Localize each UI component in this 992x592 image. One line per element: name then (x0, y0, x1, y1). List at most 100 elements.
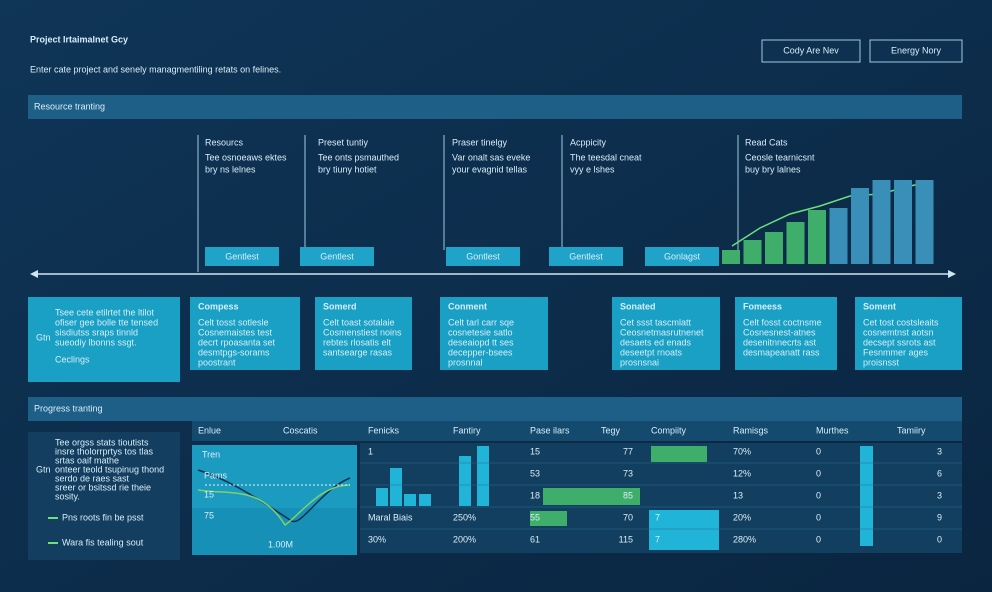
column-title: Preset tuntiy (318, 137, 369, 147)
panel-text: onteer teold tsupinug thond (55, 464, 164, 474)
progress-panel (28, 432, 180, 560)
timeline-button[interactable] (549, 247, 623, 266)
timeline-button[interactable] (645, 247, 719, 266)
card-text: Ceosnetmasrutnenet (620, 327, 704, 337)
column-header: Pase ilars (530, 425, 570, 435)
timeline-button-label: Gentlest (320, 251, 354, 261)
card-text: poostrant (198, 357, 236, 367)
timeline-button-label: Gonlagst (664, 251, 701, 261)
card-text: deseetpt rnoats (620, 347, 683, 357)
page-subtitle: Enter cate project and senely managmenti… (30, 64, 281, 74)
card (315, 297, 412, 370)
card-text: decrt rpoasanta set (198, 337, 276, 347)
table-cell: 70% (733, 446, 751, 456)
section-title: Progress tranting (34, 403, 103, 413)
intro-text: Tsee cete etilrtet the ltilot (55, 307, 155, 317)
card-title: Sonated (620, 301, 656, 311)
column-header: Tamiiry (897, 425, 926, 435)
table-cell: 3 (937, 446, 942, 456)
column-header: Fantiry (453, 425, 481, 435)
intro-text: ofiser gee bolle tte tensed (55, 317, 158, 327)
panel-text: sreer or bsitssd rie theie (55, 482, 151, 492)
header-button[interactable] (761, 39, 861, 63)
table-cell: 200% (453, 534, 476, 544)
card-text: decsept ssrots ast (863, 337, 936, 347)
panel-icon: Gtn (36, 464, 51, 474)
table-bars (376, 446, 873, 550)
header-button[interactable] (869, 39, 963, 63)
panel-text: srtas oaif mathe (55, 455, 119, 465)
column-title: Read Cats (745, 137, 788, 147)
column-header: Coscatis (283, 425, 318, 435)
card-text: decepper-bsees (448, 347, 513, 357)
table-cell: 85 (623, 490, 633, 500)
column-text: bry ns lelnes (205, 164, 256, 174)
timeline-button[interactable] (446, 247, 520, 266)
panel-text: serdo de raes sast (55, 473, 130, 483)
card-text: rebtes rlosatis elt (323, 337, 392, 347)
card-text: desmtpgs-sorams (198, 347, 270, 357)
bar (765, 232, 783, 264)
card-text: proisnsst (863, 357, 900, 367)
table-cell: 73 (623, 468, 633, 478)
mini-chart-lower (192, 508, 357, 555)
table-cell: 12% (733, 468, 751, 478)
table-cell: 7 (655, 512, 660, 522)
column-title: Acppicity (570, 137, 607, 147)
card-text: prosnsnai (620, 357, 659, 367)
table-cell: 30% (368, 534, 386, 544)
card-text: Fesnmmer ages (863, 347, 929, 357)
card-title: Somerd (323, 301, 357, 311)
card (735, 297, 837, 370)
card-text: desaets ed enads (620, 337, 692, 347)
intro-text: sueodiy lbonns ssgt. (55, 337, 137, 347)
table-header (192, 421, 962, 441)
table-cell: 7 (655, 534, 660, 544)
mini-chart-label: 1.00M (268, 539, 293, 549)
column-header: Tegy (601, 425, 621, 435)
column-header: Ramisgs (733, 425, 769, 435)
bar (808, 210, 826, 264)
card-text: Celt tosst sotlesle (198, 317, 269, 327)
card-text: prosnnal (448, 357, 483, 367)
column-text: Tee onts psmauthed (318, 152, 399, 162)
column-header: Compiity (651, 425, 687, 435)
table-cell: 280% (733, 534, 756, 544)
section-bar (28, 95, 962, 119)
timeline-button[interactable] (205, 247, 279, 266)
header-button-label: Cody Are Nev (783, 45, 839, 55)
column-text: The teesdal cneat (570, 152, 642, 162)
table-cell: 53 (530, 468, 540, 478)
card-title: Fomeess (743, 301, 782, 311)
timeline-button-label: Gentlest (225, 251, 259, 261)
column-header: Fenicks (368, 425, 400, 435)
bar (829, 208, 848, 264)
table-cell: 0 (816, 534, 821, 544)
card-text: deseaiopd tt ses (448, 337, 514, 347)
timeline-button[interactable] (300, 247, 374, 266)
card (190, 297, 300, 370)
table-cell: 3 (937, 490, 942, 500)
card-text: Celt tarl carr sqe (448, 317, 514, 327)
table-cell: 250% (453, 512, 476, 522)
column-header: Murthes (816, 425, 849, 435)
table-cell: 9 (937, 512, 942, 522)
table-cell: 0 (816, 512, 821, 522)
column-title: Praser tinelgy (452, 137, 508, 147)
panel-text: sosity. (55, 491, 80, 501)
card-text: Celt toast sotalaie (323, 317, 395, 327)
intro-card (28, 297, 180, 382)
timeline-button-label: Gontlest (466, 251, 500, 261)
card (612, 297, 720, 370)
card-text: desenitnnecrts ast (743, 337, 817, 347)
section-bar (28, 397, 962, 421)
table-cell: 61 (530, 534, 540, 544)
mini-line (197, 469, 351, 523)
bar (915, 180, 934, 264)
panel-text: Tee orgss stats tioutists (55, 437, 149, 447)
card-text: cosnemtnst aotsn (863, 327, 934, 337)
column-text: buy bry lalnes (745, 164, 801, 174)
header-button-label: Energy Nory (891, 45, 942, 55)
intro-text: sisdiutss sraps tinnld (55, 327, 138, 337)
